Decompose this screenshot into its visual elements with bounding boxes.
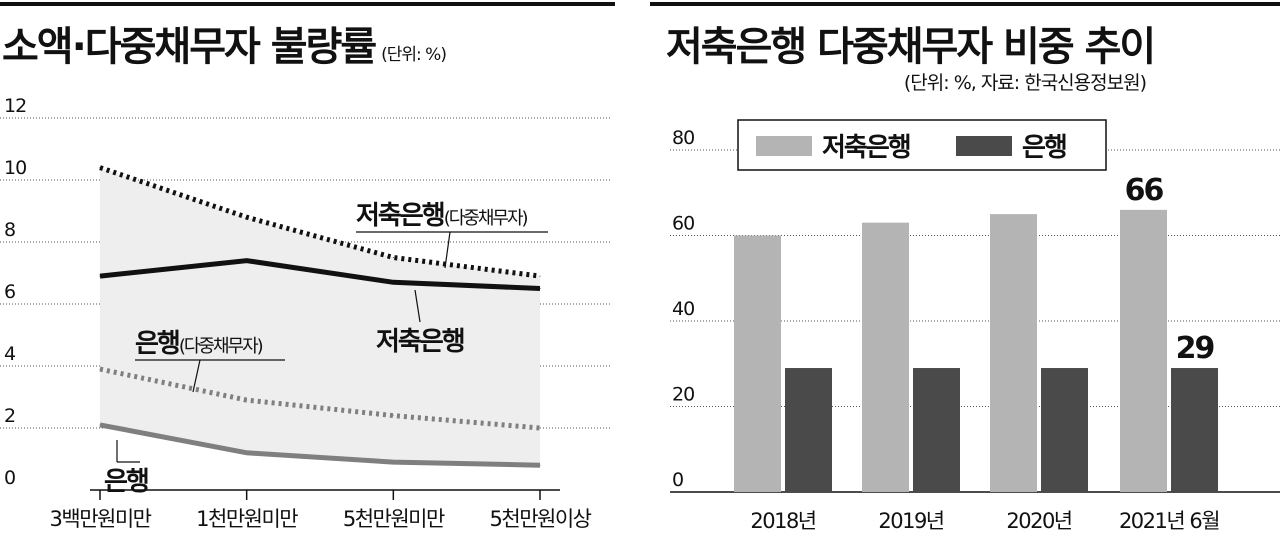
y-tick-label: 80 — [672, 127, 694, 149]
series-label-3: 은행 — [104, 467, 148, 497]
series-line-0 — [99, 165, 541, 279]
y-tick-label: 6 — [4, 281, 15, 303]
right-chart-panel: 저축은행 다중채무자 비중 추이 (단위: %, 자료: 한국신용정보원) 80… — [650, 0, 1280, 536]
top-rule — [650, 2, 1280, 6]
bar-1-2 — [1041, 368, 1088, 492]
left-unit-label: (단위: %) — [381, 45, 447, 65]
y-tick-label: 0 — [672, 469, 683, 491]
bar-0-3 — [1120, 209, 1167, 492]
left-chart-title: 소액·다중채무자 불량률 (단위: %) — [2, 14, 447, 72]
bar-1-0 — [785, 368, 832, 492]
x-tick-label: 5천만원미만 — [343, 507, 445, 531]
x-tick-label: 2018년 — [750, 509, 815, 533]
y-tick-label: 60 — [672, 213, 694, 235]
right-unit-label: (단위: %, 자료: 한국신용정보원) — [903, 72, 1147, 94]
data-label: 29 — [1176, 331, 1214, 366]
x-tick-label: 2021년 6월 — [1119, 509, 1219, 533]
leader-line — [192, 359, 201, 393]
x-tick-label: 5천만원이상 — [490, 507, 592, 531]
data-point — [392, 415, 394, 417]
right-bar-chart: 80 60 40 20 0 2018년 2019년 2020년 66 29 2021년 6월 저축은행… — [670, 119, 1280, 533]
data-point — [246, 216, 248, 218]
series-label-main: 은행 — [135, 329, 179, 359]
y-tick-label: 4 — [4, 343, 16, 365]
series-label-sub: (다중채무자) — [179, 336, 263, 357]
y-tick-label: 40 — [672, 298, 694, 320]
legend-label-0: 저축은행 — [822, 133, 910, 163]
data-point — [246, 260, 248, 262]
legend-swatch-1 — [956, 136, 1012, 156]
y-tick-label: 10 — [4, 157, 26, 179]
left-chart-panel: 소액·다중채무자 불량률 (단위: %) 12 10 8 6 4 2 0 3백만원미만 1천만원미… — [0, 0, 615, 536]
y-tick-label: 8 — [4, 219, 15, 241]
legend: 저축은행 은행 — [737, 119, 1107, 171]
data-point — [246, 399, 248, 401]
bar-0-0 — [734, 235, 781, 492]
series-line-3 — [99, 422, 541, 468]
data-point — [392, 257, 394, 258]
x-tick-label: 3백만원미만 — [50, 507, 152, 531]
left-title-text: 소액·다중채무자 불량률 — [2, 24, 377, 70]
series-label-sub: (다중채무자) — [444, 208, 528, 229]
data-point — [392, 461, 394, 463]
series-label-0: 저축은행(다중채무자) — [356, 201, 528, 231]
data-point — [99, 424, 101, 426]
y-tick-label: 12 — [4, 95, 26, 117]
data-point — [99, 275, 101, 277]
data-point — [539, 288, 541, 289]
right-chart-title: 저축은행 다중채무자 비중 추이 — [666, 24, 1156, 70]
bar-0-1 — [862, 222, 909, 493]
data-point — [99, 167, 101, 169]
data-point — [539, 275, 541, 277]
legend-label-1: 은행 — [1022, 133, 1066, 163]
series-label-main: 저축은행 — [356, 201, 444, 231]
top-rule — [0, 2, 615, 6]
x-tick-label: 2019년 — [878, 509, 943, 533]
x-tick-label: 2020년 — [1006, 509, 1071, 533]
y-tick-label: 20 — [672, 384, 694, 406]
leader-line — [414, 289, 421, 323]
legend-swatch-0 — [756, 136, 812, 156]
bar-0-2 — [990, 214, 1037, 492]
x-tick-label: 1천만원미만 — [196, 507, 298, 531]
bar-1-1 — [913, 368, 960, 492]
data-point — [99, 368, 101, 370]
data-point — [539, 427, 541, 429]
bar-1-3 — [1171, 368, 1218, 492]
data-point — [246, 452, 248, 454]
leader-line — [444, 231, 451, 269]
series-label-1: 저축은행 — [376, 327, 464, 357]
data-label: 66 — [1125, 173, 1164, 208]
data-point — [392, 281, 394, 283]
y-tick-label: 0 — [4, 467, 15, 489]
series-label-2: 은행(다중채무자) — [135, 329, 263, 359]
series-line-1 — [99, 258, 541, 291]
data-point — [539, 464, 541, 466]
y-tick-label: 2 — [4, 405, 15, 427]
